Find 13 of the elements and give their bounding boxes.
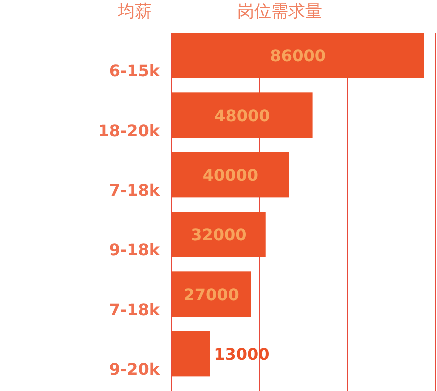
- y-axis-title: 均薪: [117, 2, 152, 22]
- y-tick-label: 7-18k: [109, 300, 160, 320]
- data-label: 32000: [191, 226, 247, 245]
- x-axis-title: 岗位需求量: [238, 2, 322, 22]
- y-tick-label: 9-20k: [109, 360, 160, 380]
- data-label: 27000: [184, 285, 240, 304]
- data-label: 86000: [270, 46, 326, 66]
- y-tick-label: 6-15k: [109, 62, 160, 81]
- data-label: 48000: [214, 106, 270, 126]
- y-tick-label: 7-18k: [109, 181, 160, 200]
- data-label: 40000: [202, 166, 259, 186]
- y-tick-label: 9-18k: [109, 240, 160, 260]
- y-tick-label: 18-20k: [98, 121, 160, 140]
